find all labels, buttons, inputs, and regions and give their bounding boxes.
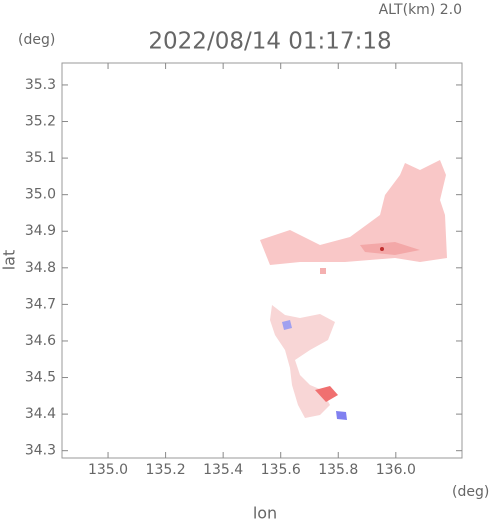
x-tick-label: 135.2 [146, 462, 186, 478]
y-tick-label: 35.1 [25, 150, 56, 166]
y-tick-label: 34.6 [25, 333, 56, 349]
echo-area [320, 268, 326, 274]
x-tick-label: 135.8 [318, 462, 358, 478]
y-tick-label: 34.5 [25, 370, 56, 386]
x-axis-label: lon [253, 504, 277, 521]
chart-title: 2022/08/14 01:17:18 [148, 29, 391, 55]
y-unit: (deg) [18, 32, 55, 48]
echo-area [360, 242, 420, 255]
y-tick-label: 34.3 [25, 443, 56, 459]
plot-frame [61, 62, 463, 459]
x-tick-label: 136.0 [376, 462, 416, 478]
y-tick-label: 34.7 [25, 296, 56, 312]
echo-area [282, 320, 292, 330]
echo-area [260, 160, 447, 420]
echo-area [336, 411, 347, 420]
x-tick-label: 135.0 [88, 462, 128, 478]
y-tick-label: 35.2 [25, 114, 56, 130]
y-tick-label: 35.0 [25, 187, 56, 203]
x-tick-label: 135.6 [261, 462, 301, 478]
echo-area [380, 247, 384, 251]
y-tick-label: 34.9 [25, 223, 56, 239]
echo-area [260, 160, 447, 265]
x-tick-label: 135.4 [203, 462, 243, 478]
y-axis-label: lat [0, 250, 19, 271]
y-tick-label: 34.8 [25, 260, 56, 276]
altitude-label: ALT(km) 2.0 [379, 2, 462, 18]
y-tick-label: 34.4 [25, 406, 56, 422]
x-unit: (deg) [452, 484, 489, 500]
echo-area [315, 386, 338, 402]
y-tick-label: 35.3 [25, 77, 56, 93]
